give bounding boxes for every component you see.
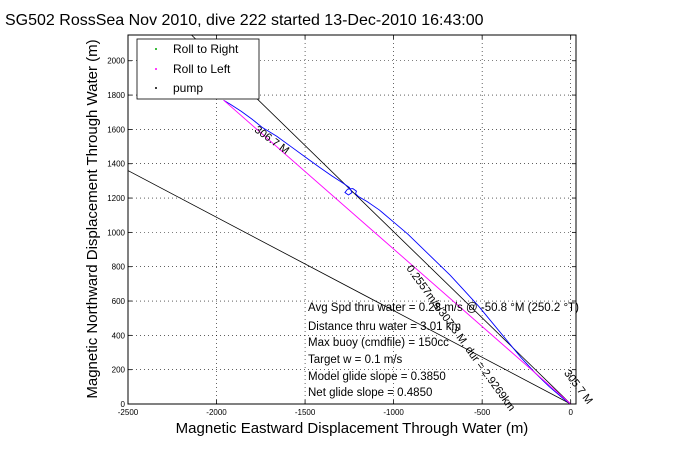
x-tick-label: 0 [568, 408, 573, 417]
y-tick-label: 800 [112, 263, 126, 272]
stats-max-buoy: Max buoy (cmdfile) = 150cc [308, 337, 449, 349]
grid-lines [127, 35, 576, 405]
y-axis-title: Magnetic Northward Displacement Through … [84, 39, 101, 398]
legend-label-roll-right: Roll to Right [173, 42, 239, 56]
legend-label-roll-left: Roll to Left [173, 62, 231, 76]
y-tick-label: 1400 [107, 160, 125, 169]
y-tick-label: 400 [112, 331, 126, 340]
legend-entry-roll-right: Roll to Right [155, 42, 239, 56]
legend: Roll to Right Roll to Left pump [136, 38, 260, 100]
x-tick-label: -2000 [206, 408, 227, 417]
stats-model-glide: Model glide slope = 0.3850 [308, 371, 446, 383]
y-tick-label: 1000 [107, 228, 125, 237]
legend-label-pump: pump [173, 81, 203, 95]
y-tick-label: 1200 [107, 194, 125, 203]
legend-box [136, 38, 260, 100]
x-tick-label: -500 [474, 408, 491, 417]
y-tick-label: 2000 [107, 57, 125, 66]
tick-layer: -2500 -2000 -1500 -1000 -500 0 0 200 400 600 800 10… [107, 35, 576, 417]
stats-distance: Distance thru water = 3.01 km [308, 321, 461, 333]
series-line-heading-306 [223, 99, 571, 404]
legend-marker-roll-left [155, 68, 157, 70]
stats-net-glide: Net glide slope = 0.4850 [308, 387, 432, 399]
legend-entry-pump: pump [155, 81, 203, 95]
legend-marker-pump [155, 87, 157, 89]
chart-title: SG502 RossSea Nov 2010, dive 222 started… [5, 12, 484, 29]
legend-marker-roll-right [155, 48, 157, 50]
y-tick-label: 0 [121, 400, 126, 409]
x-axis-title: Magnetic Eastward Displacement Through W… [176, 420, 529, 437]
x-tick-label: -2500 [118, 408, 139, 417]
stats-block: Avg Spd thru water = 0.28 m/s @ -50.8 °M… [308, 302, 579, 399]
series-line-track [223, 99, 571, 404]
reference-line-lower-bound [128, 170, 571, 404]
y-tick-label: 1600 [107, 125, 125, 134]
y-tick-label: 1800 [107, 91, 125, 100]
x-tick-label: -1500 [295, 408, 316, 417]
y-tick-label: 600 [112, 297, 126, 306]
x-tick-label: -1000 [383, 408, 404, 417]
stats-avg-speed: Avg Spd thru water = 0.28 m/s @ -50.8 °M… [308, 302, 579, 314]
legend-entry-roll-left: Roll to Left [155, 62, 231, 76]
stats-target-w: Target w = 0.1 m/s [308, 354, 403, 366]
y-tick-label: 200 [112, 366, 126, 375]
